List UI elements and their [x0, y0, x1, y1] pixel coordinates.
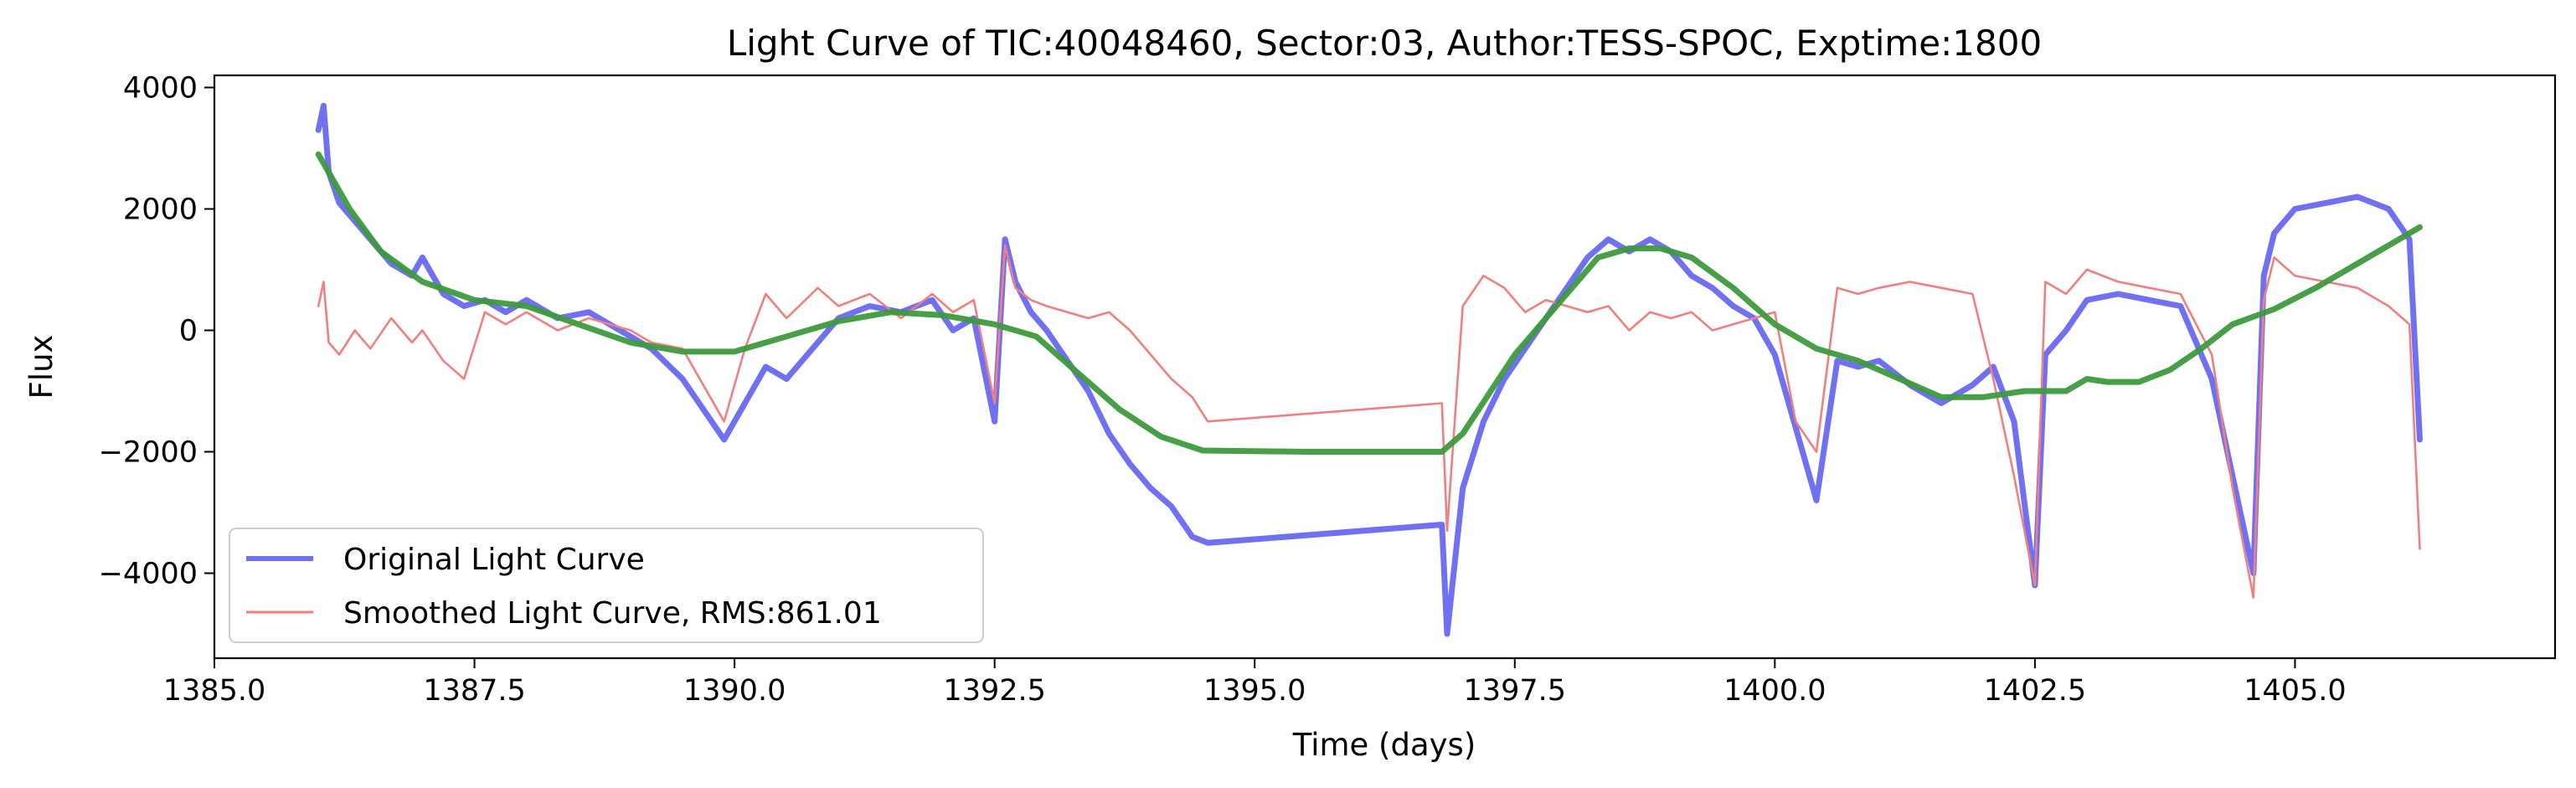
y-tick-label: 0	[179, 315, 198, 348]
y-axis: −4000 −2000 0 2000 4000	[99, 72, 214, 591]
x-tick-label: 1387.5	[423, 674, 525, 708]
x-tick-label: 1402.5	[1984, 674, 2086, 708]
y-tick-label: 2000	[123, 193, 198, 227]
x-axis-label: Time (days)	[1292, 727, 1476, 763]
x-tick-label: 1395.0	[1203, 674, 1306, 708]
plot-area-frame	[213, 74, 2557, 660]
series-layer	[315, 102, 2423, 637]
legend-label-original: Original Light Curve	[343, 543, 645, 577]
x-tick-label: 1397.5	[1464, 674, 1566, 708]
x-tick-label: 1385.0	[163, 674, 265, 708]
y-tick-label: −2000	[99, 436, 198, 470]
x-tick-label: 1405.0	[2244, 674, 2346, 708]
x-tick-label: 1390.0	[683, 674, 786, 708]
x-axis: 1385.0 1387.5 1390.0 1392.5 1395.0 1397.5 1400…	[163, 658, 2347, 708]
original-light-curve-line	[315, 102, 2423, 637]
y-tick-label: −4000	[99, 558, 198, 591]
legend-box	[229, 528, 984, 643]
legend-label-smoothed: Smoothed Light Curve, RMS:861.01	[343, 596, 882, 631]
trend-line	[315, 151, 2423, 455]
smoothed-light-curve-line	[317, 244, 2421, 599]
y-tick-label: 4000	[123, 72, 198, 106]
x-tick-label: 1400.0	[1723, 674, 1826, 708]
x-tick-label: 1392.5	[943, 674, 1045, 708]
y-axis-label: Flux	[23, 335, 59, 399]
chart-title: Light Curve of TIC:40048460, Sector:03, …	[727, 23, 2042, 64]
legend: Original Light Curve Smoothed Light Curv…	[229, 528, 984, 643]
